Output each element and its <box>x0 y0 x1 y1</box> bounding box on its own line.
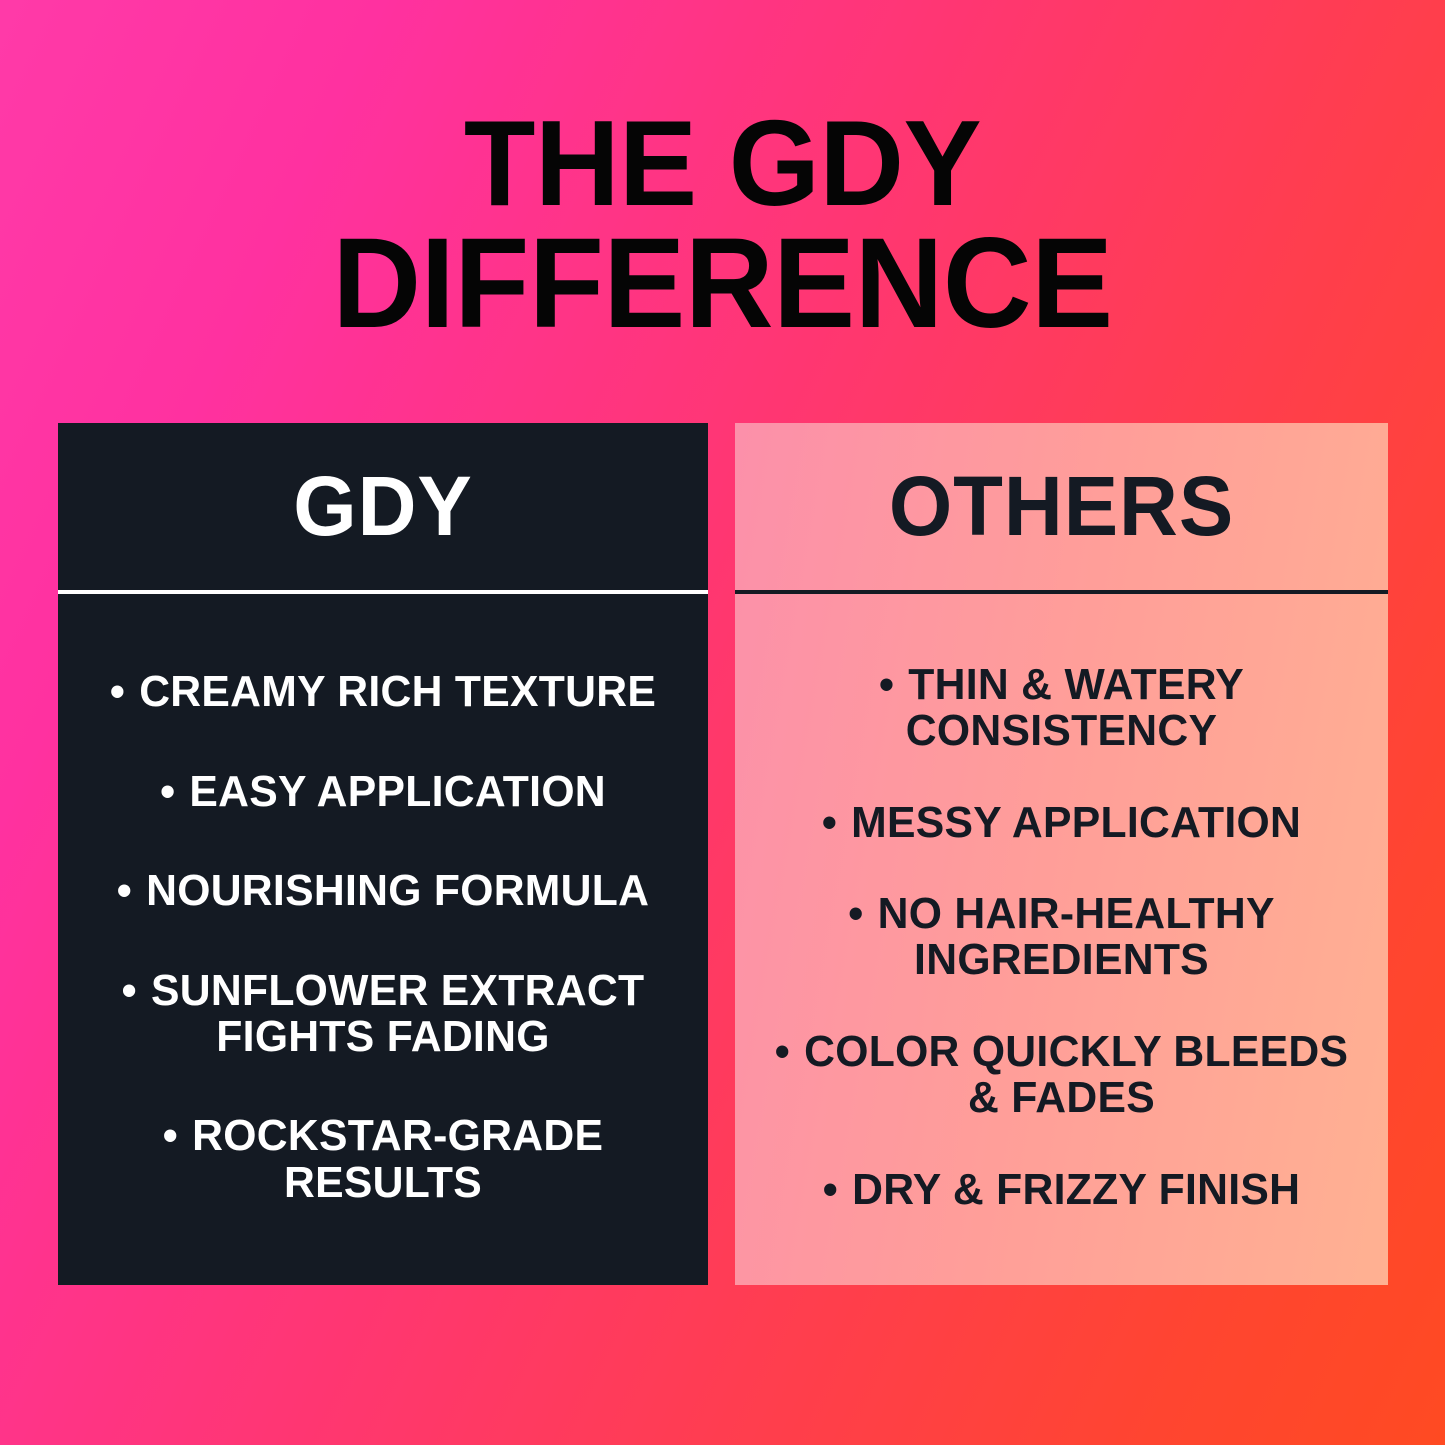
drawback-list-others: • THIN & WATERY CONSISTENCY • MESSY APPL… <box>735 594 1388 1285</box>
list-item-label: SUNFLOWER EXTRACT FIGHTS FADING <box>150 965 645 1061</box>
bullet-icon: • <box>878 659 895 709</box>
list-item-label: EASY APPLICATION <box>189 766 606 816</box>
list-item-label: NO HAIR-HEALTHY INGREDIENTS <box>877 889 1275 985</box>
list-item-label: MESSY APPLICATION <box>851 797 1302 847</box>
list-item-label: CREAMY RICH TEXTURE <box>139 667 657 717</box>
list-item-label: COLOR QUICKLY BLEEDS & FADES <box>804 1027 1349 1123</box>
list-item: • DRY & FRIZZY FINISH <box>756 1167 1366 1213</box>
page-title: THE GDY DIFFERENCE <box>29 95 1416 356</box>
bullet-icon: • <box>160 766 176 816</box>
list-item: • NOURISHING FORMULA <box>79 868 686 914</box>
list-item: • SUNFLOWER EXTRACT FIGHTS FADING <box>79 965 686 1061</box>
page-title-line-1: THE GDY <box>463 95 982 231</box>
list-item: • NO HAIR-HEALTHY INGREDIENTS <box>756 889 1366 985</box>
list-item-label: ROCKSTAR-GRADE RESULTS <box>192 1111 604 1207</box>
list-item: • COLOR QUICKLY BLEEDS & FADES <box>756 1027 1366 1123</box>
bullet-icon: • <box>822 1165 838 1215</box>
column-heading-others: OTHERS <box>888 459 1235 553</box>
list-item: • MESSY APPLICATION <box>756 797 1366 847</box>
bullet-icon: • <box>121 965 137 1015</box>
comparison-column-others: OTHERS • THIN & WATERY CONSISTENCY • MES… <box>735 423 1388 1285</box>
bullet-icon: • <box>116 866 132 916</box>
list-item-label: THIN & WATERY CONSISTENCY <box>905 659 1245 755</box>
bullet-icon: • <box>821 797 838 847</box>
column-divider-others <box>735 590 1388 594</box>
list-item: • CREAMY RICH TEXTURE <box>79 669 686 715</box>
column-heading-gdy: GDY <box>293 459 473 553</box>
bullet-icon: • <box>774 1027 791 1077</box>
column-divider-gdy <box>58 590 708 594</box>
list-item: • ROCKSTAR-GRADE RESULTS <box>79 1111 686 1207</box>
page-title-line-2: DIFFERENCE <box>332 212 1113 356</box>
bullet-icon: • <box>848 889 864 939</box>
comparison-column-gdy: GDY • CREAMY RICH TEXTURE • EASY APPLICA… <box>58 423 708 1285</box>
list-item-label: NOURISHING FORMULA <box>146 866 650 916</box>
bullet-icon: • <box>162 1111 179 1161</box>
list-item: • EASY APPLICATION <box>79 766 686 816</box>
list-item-label: DRY & FRIZZY FINISH <box>852 1165 1301 1215</box>
list-item: • THIN & WATERY CONSISTENCY <box>756 659 1366 755</box>
benefit-list-gdy: • CREAMY RICH TEXTURE • EASY APPLICATION… <box>58 594 708 1285</box>
bullet-icon: • <box>109 667 126 717</box>
